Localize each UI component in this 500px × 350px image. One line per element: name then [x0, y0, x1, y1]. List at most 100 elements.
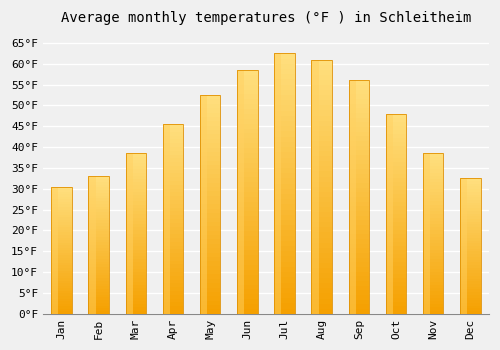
Bar	[274, 199, 281, 204]
Bar	[52, 311, 59, 314]
Bar	[126, 163, 133, 166]
Bar	[460, 303, 480, 306]
Bar	[348, 183, 369, 188]
Bar	[348, 253, 356, 258]
Bar	[88, 281, 96, 284]
Bar	[163, 261, 170, 265]
Bar	[386, 218, 406, 222]
Bar	[423, 195, 444, 198]
Bar	[237, 70, 244, 75]
Bar	[52, 303, 72, 306]
Bar	[88, 231, 109, 234]
Bar	[386, 210, 406, 214]
Bar	[312, 187, 318, 192]
Bar	[52, 187, 72, 189]
Bar	[88, 223, 96, 226]
Bar	[423, 214, 444, 218]
Bar	[460, 232, 467, 235]
Bar	[386, 218, 393, 222]
Bar	[423, 298, 430, 301]
Bar	[237, 143, 258, 148]
Bar	[274, 168, 281, 173]
Bar	[237, 250, 258, 255]
Bar	[126, 169, 146, 173]
Bar	[348, 206, 369, 211]
Bar	[200, 209, 207, 213]
Bar	[423, 221, 444, 224]
Bar	[52, 255, 59, 258]
Bar	[88, 209, 109, 212]
Bar	[348, 127, 356, 132]
Bar	[348, 80, 369, 314]
Bar	[163, 155, 184, 158]
Bar	[88, 239, 96, 242]
Bar	[274, 147, 281, 152]
Bar	[312, 232, 318, 238]
Bar	[274, 126, 281, 132]
Bar	[274, 74, 281, 79]
Bar	[88, 297, 109, 300]
Bar	[386, 118, 393, 122]
Bar	[237, 90, 258, 95]
Bar	[163, 257, 184, 261]
Bar	[460, 214, 480, 216]
Bar	[460, 289, 480, 292]
Bar	[348, 276, 369, 281]
Bar	[126, 198, 133, 202]
Bar	[386, 298, 406, 302]
Bar	[237, 109, 258, 114]
Bar	[312, 111, 318, 116]
Bar	[423, 189, 444, 192]
Bar	[88, 253, 96, 256]
Bar	[423, 253, 444, 256]
Bar	[460, 192, 467, 195]
Bar	[88, 284, 109, 286]
Bar	[423, 304, 430, 307]
Bar	[386, 202, 393, 206]
Bar	[348, 248, 369, 253]
Bar	[348, 164, 356, 169]
Bar	[88, 275, 109, 278]
Bar	[423, 282, 444, 285]
Bar	[460, 292, 467, 295]
Bar	[237, 211, 244, 216]
Bar	[423, 160, 430, 163]
Bar	[348, 220, 356, 225]
Bar	[274, 58, 294, 64]
Bar	[200, 292, 220, 296]
Bar	[348, 300, 356, 304]
Bar	[274, 257, 294, 262]
Bar	[163, 135, 184, 139]
Bar	[274, 173, 281, 178]
Bar	[312, 238, 318, 243]
Bar	[423, 205, 444, 208]
Bar	[312, 293, 318, 299]
Bar	[52, 215, 59, 217]
Bar	[163, 162, 184, 166]
Bar	[274, 277, 294, 282]
Bar	[52, 296, 72, 299]
Bar	[237, 182, 244, 187]
Bar	[88, 289, 109, 292]
Bar	[386, 114, 406, 118]
Bar	[163, 124, 184, 314]
Bar	[386, 226, 393, 230]
Bar	[274, 225, 294, 230]
Bar	[460, 184, 467, 187]
Bar	[274, 111, 294, 116]
Bar	[423, 198, 444, 202]
Bar	[237, 138, 244, 143]
Bar	[52, 281, 72, 283]
Bar	[200, 196, 207, 200]
Bar	[237, 231, 244, 236]
Bar	[423, 246, 430, 250]
Bar	[386, 118, 406, 122]
Bar	[274, 95, 281, 100]
Bar	[460, 298, 480, 300]
Bar	[274, 236, 281, 241]
Bar	[312, 248, 318, 253]
Bar	[88, 278, 109, 281]
Bar	[274, 53, 294, 314]
Bar	[312, 136, 318, 141]
Bar	[460, 306, 480, 308]
